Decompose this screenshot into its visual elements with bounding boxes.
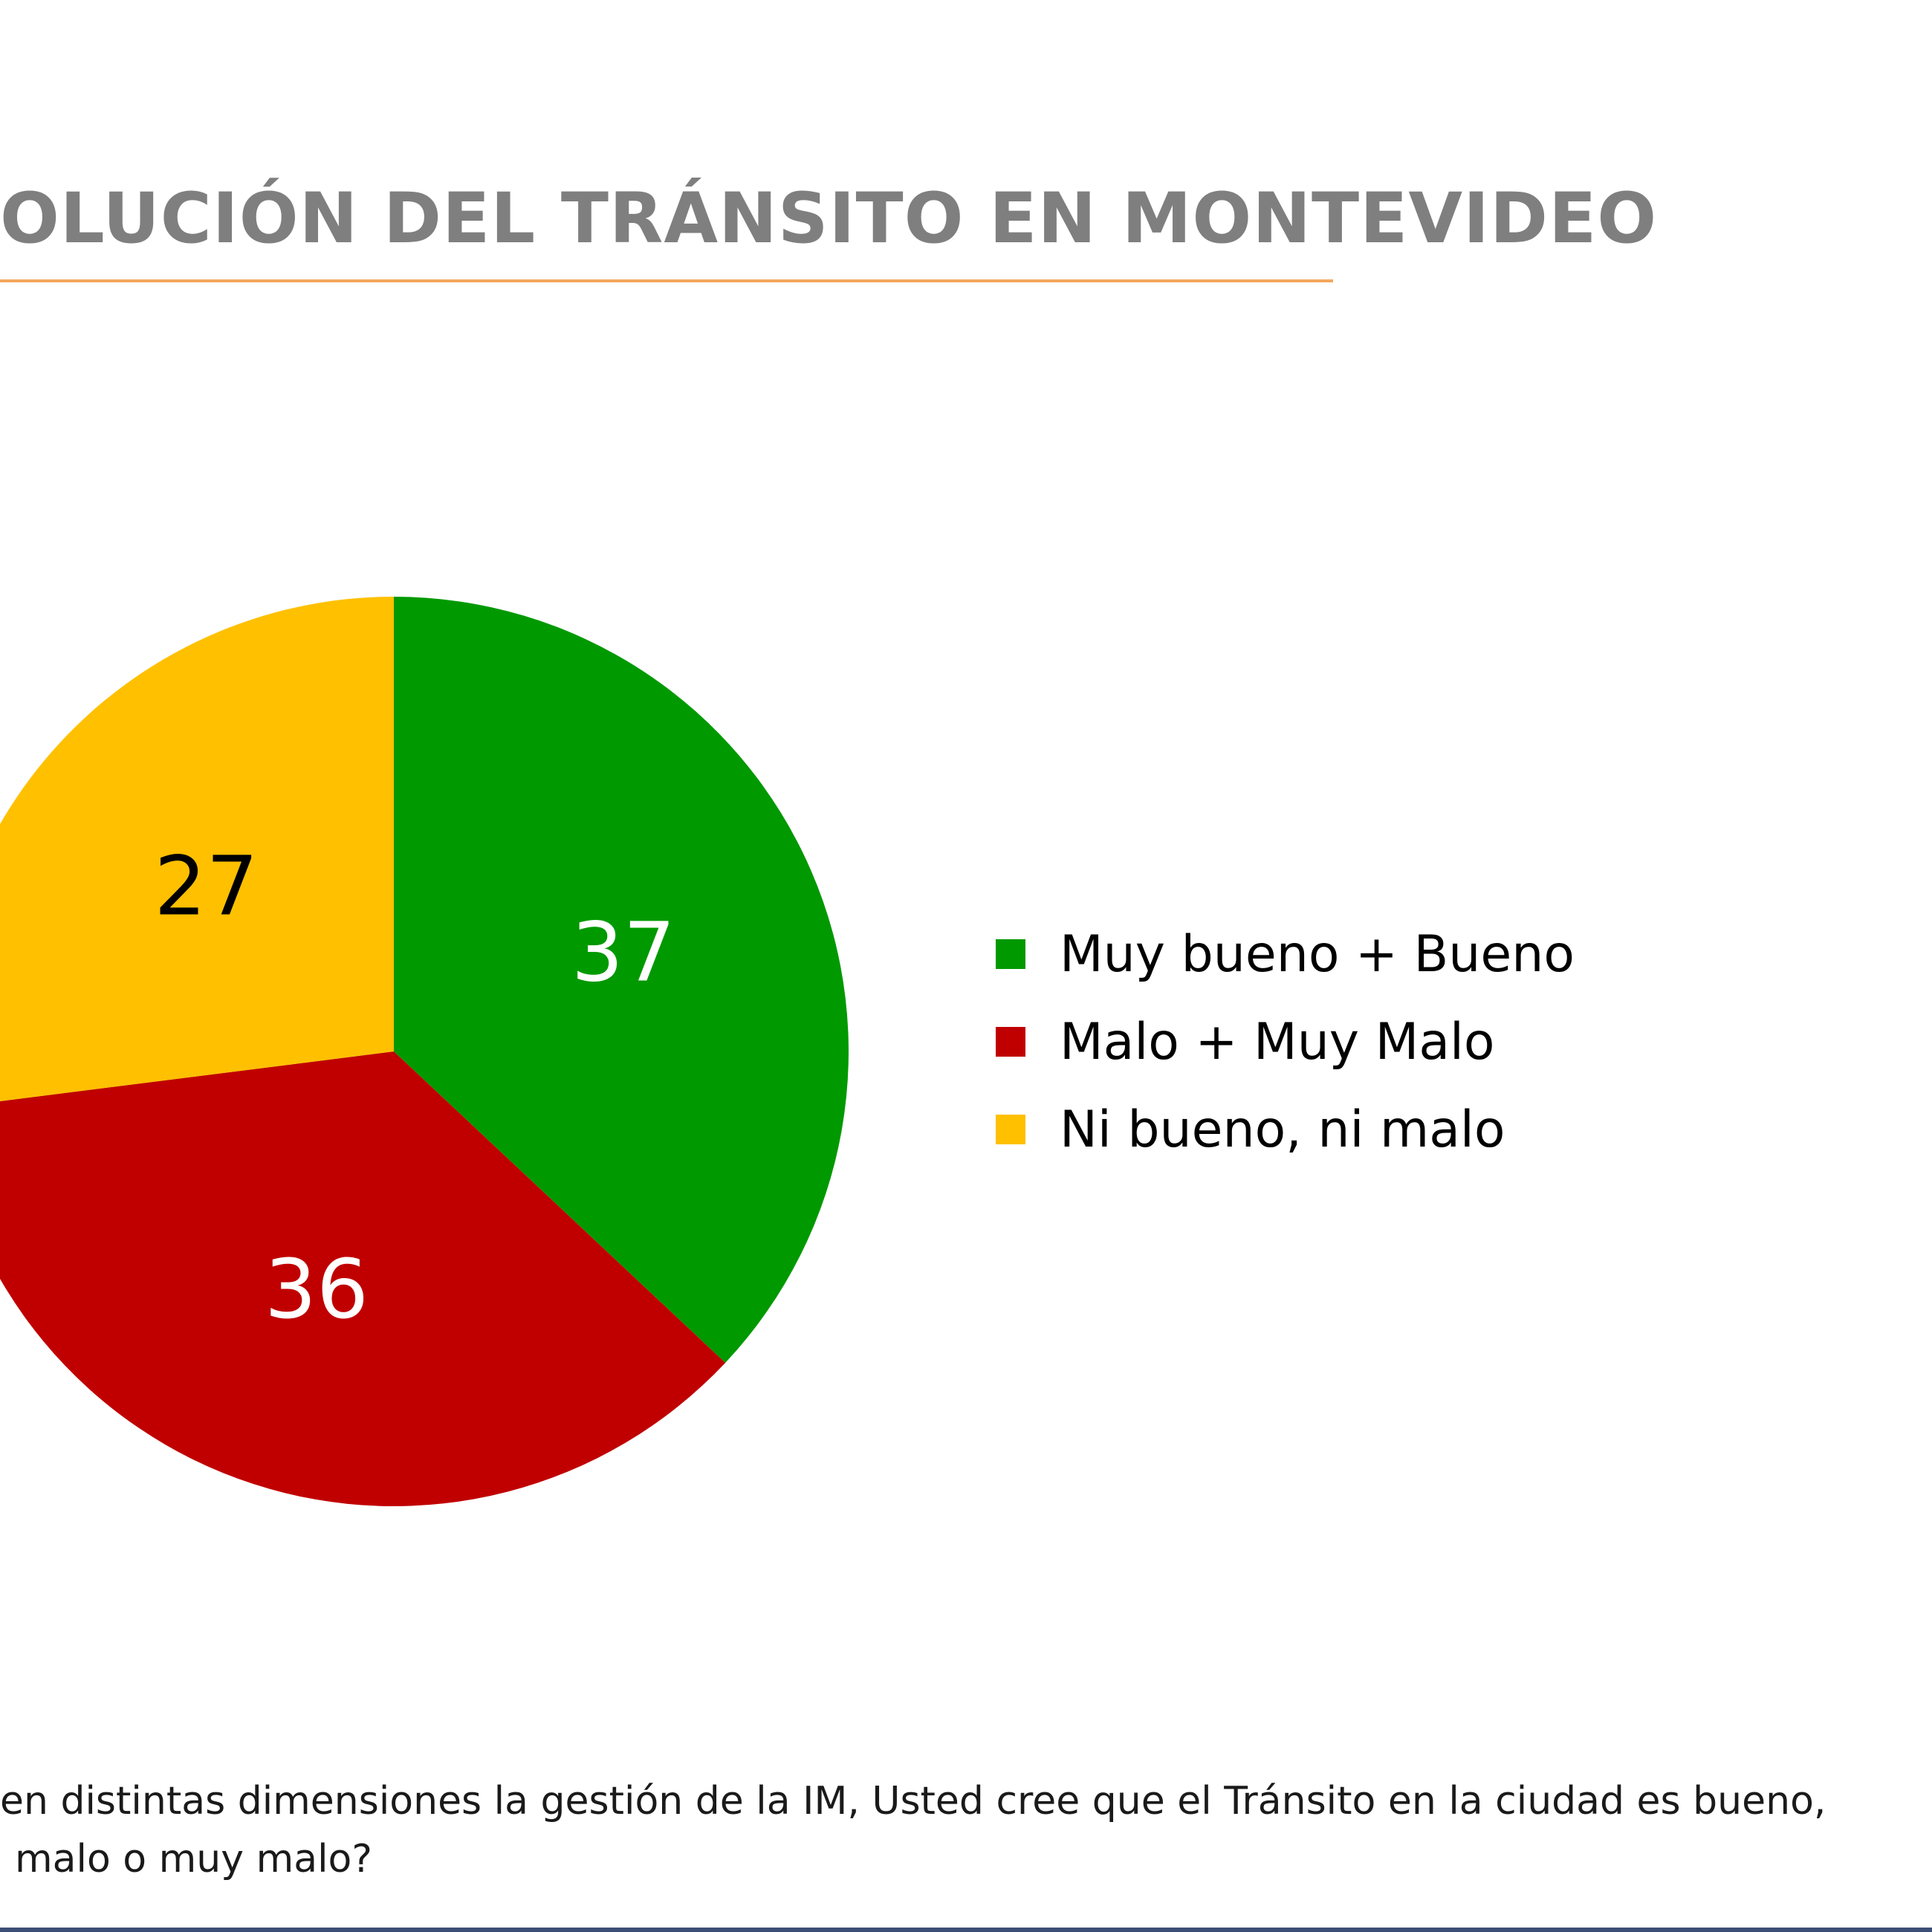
- chart-legend: Muy bueno + Bueno Malo + Muy Malo Ni bue…: [996, 910, 1575, 1173]
- pie-slice-2: [0, 597, 394, 1101]
- pie-data-label-1: 36: [265, 1242, 369, 1337]
- survey-question-line-2: malo o muy malo?: [15, 1837, 372, 1881]
- legend-swatch: [996, 1115, 1025, 1144]
- survey-question: en distintas dimensiones la gestión de l…: [0, 1772, 1826, 1888]
- legend-swatch: [996, 1027, 1025, 1057]
- title-underline: [0, 279, 1333, 282]
- page-title: OLUCIÓN DEL TRÁNSITO EN MONTEVIDEO: [0, 178, 1658, 259]
- pie-data-label-0: 37: [571, 904, 675, 999]
- pie-data-label-2: 27: [155, 838, 259, 933]
- pie-slice-1: [0, 1051, 726, 1506]
- legend-item-ni-bueno-ni-malo: Ni bueno, ni malo: [996, 1086, 1575, 1173]
- legend-swatch: [996, 939, 1025, 969]
- legend-label: Ni bueno, ni malo: [1060, 1100, 1505, 1159]
- legend-label: Malo + Muy Malo: [1060, 1012, 1495, 1072]
- legend-item-muy-bueno-bueno: Muy bueno + Bueno: [996, 910, 1575, 998]
- legend-item-malo-muy-malo: Malo + Muy Malo: [996, 998, 1575, 1086]
- footer-rule: [0, 1928, 1932, 1932]
- survey-question-line-1: en distintas dimensiones la gestión de l…: [0, 1779, 1826, 1824]
- pie-slice-0: [394, 597, 849, 1363]
- legend-label: Muy bueno + Bueno: [1060, 924, 1575, 984]
